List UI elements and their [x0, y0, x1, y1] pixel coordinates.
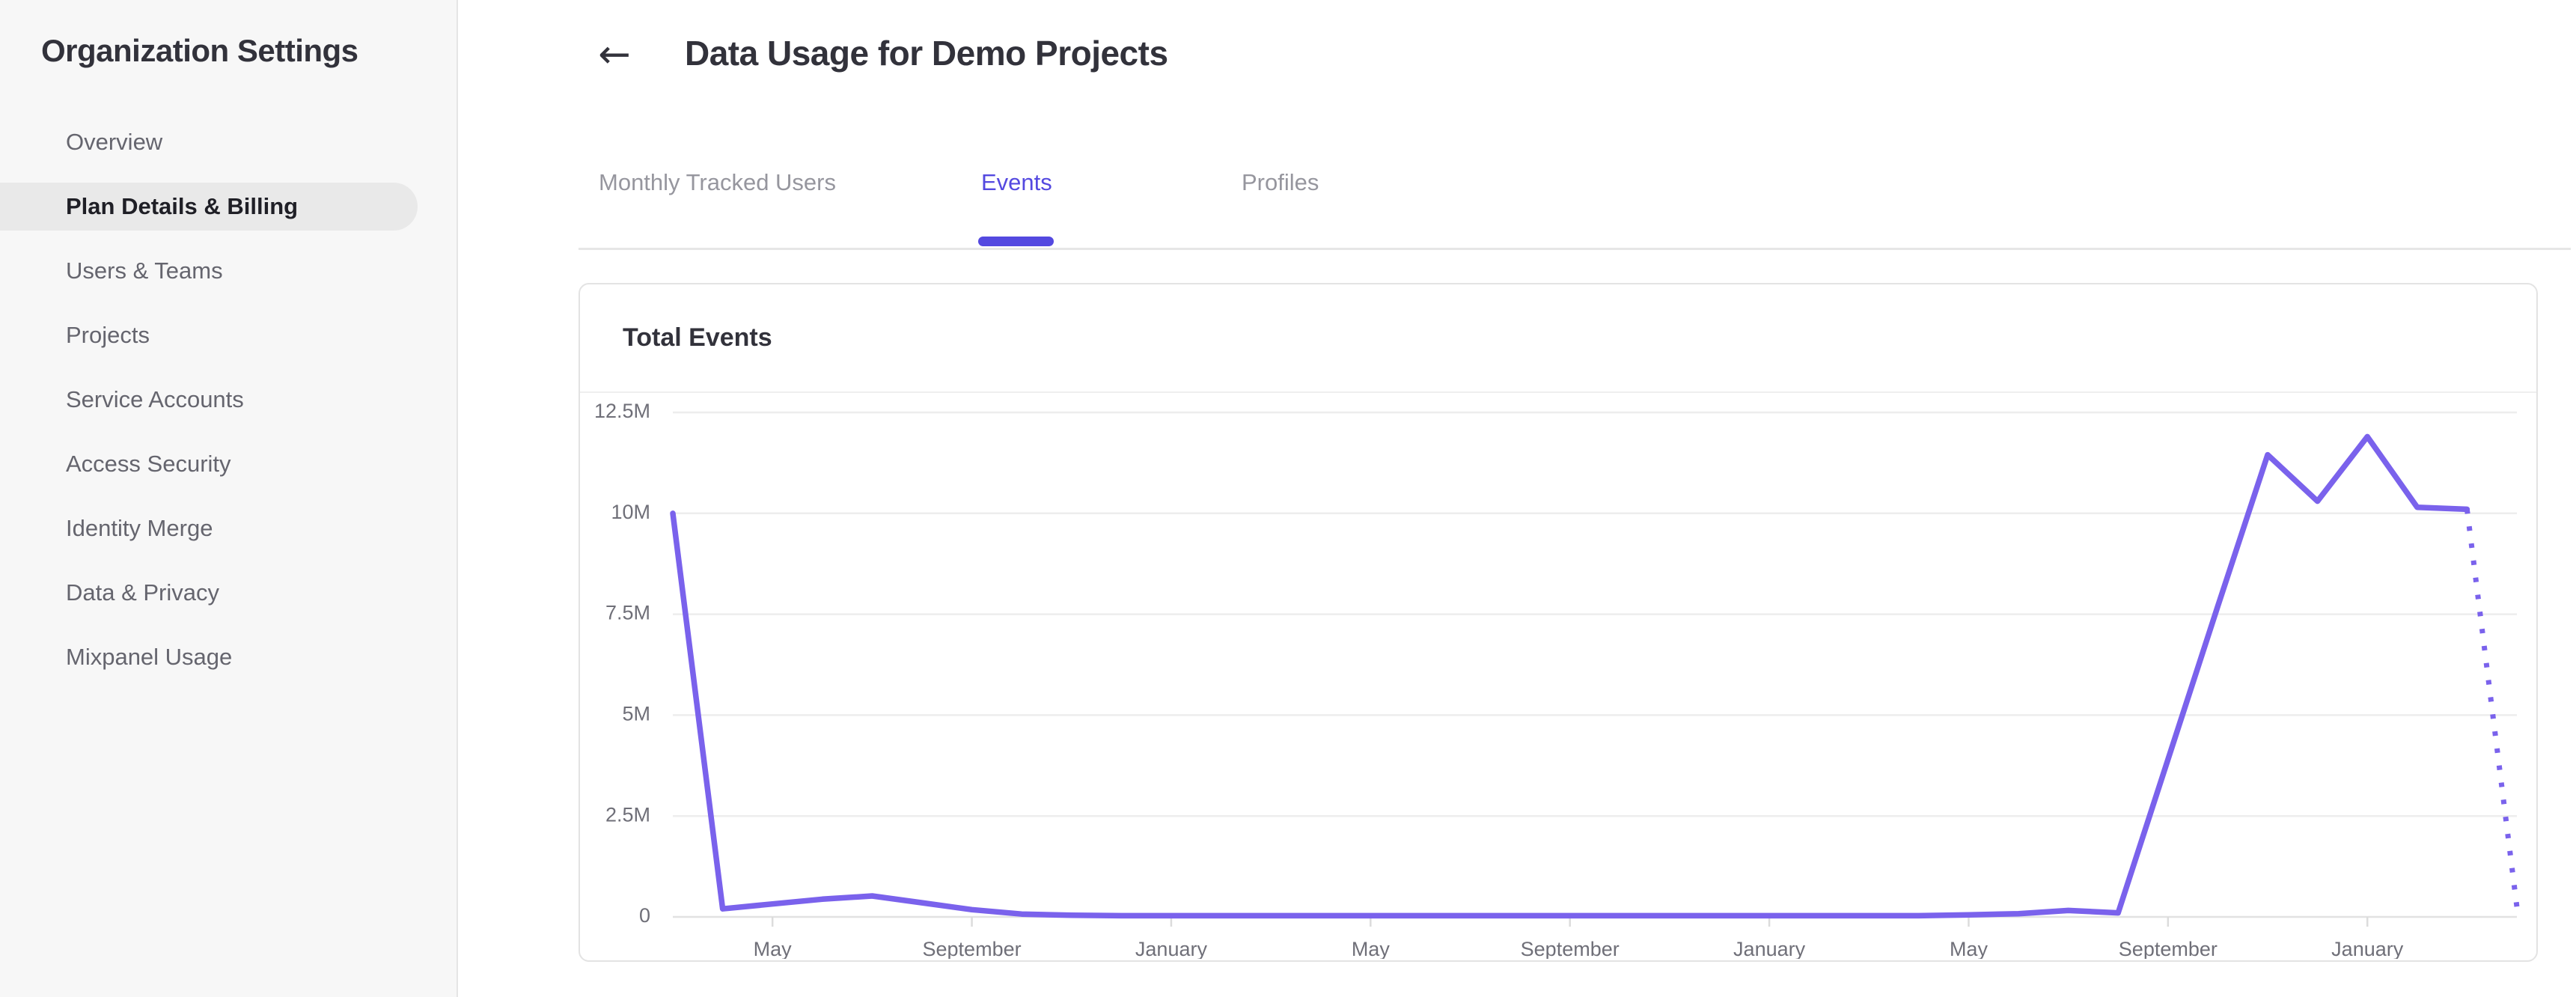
- sidebar-item-projects[interactable]: Projects: [66, 322, 150, 348]
- back-button[interactable]: ←: [588, 28, 641, 81]
- x-axis-label: May: [1950, 938, 1989, 959]
- sidebar: Organization Settings Overview Plan Detai…: [0, 0, 458, 997]
- y-axis-label: 2.5M: [605, 803, 650, 826]
- series-total-events: [670, 433, 2470, 919]
- tabs-separator: [579, 248, 2571, 250]
- back-arrow-icon: ←: [598, 32, 631, 77]
- sidebar-title: Organization Settings: [41, 33, 358, 68]
- y-axis-label: 7.5M: [605, 602, 650, 624]
- events-chart-svg: 12.5M 10M 7.5M 5M 2.5M 0 May September January Ma…: [594, 400, 2520, 959]
- tab-events[interactable]: Events: [981, 169, 1052, 195]
- x-axis-label: January: [2331, 938, 2404, 959]
- card-title: Total Events: [623, 323, 772, 352]
- sidebar-nav: Overview Plan Details & Billing Users & Te…: [0, 118, 458, 698]
- sidebar-item-users-teams[interactable]: Users & Teams: [66, 257, 223, 284]
- sidebar-item-service-accounts[interactable]: Service Accounts: [66, 386, 244, 412]
- series-projection: [2464, 508, 2520, 907]
- total-events-card: Total Events 12.5M 10M 7.5M 5M 2.5M 0 May Septe…: [579, 283, 2538, 962]
- tab-monthly-tracked-users[interactable]: Monthly Tracked Users: [599, 169, 836, 195]
- x-axis-label: January: [1135, 938, 1208, 959]
- sidebar-item-access-security[interactable]: Access Security: [66, 451, 231, 477]
- active-tab-indicator: [978, 237, 1054, 246]
- x-axis-label: May: [754, 938, 793, 959]
- y-axis-label: 10M: [611, 501, 650, 523]
- x-axis-label: May: [1352, 938, 1391, 959]
- x-axis-label: September: [1521, 938, 1620, 959]
- y-axis-label: 12.5M: [594, 400, 650, 422]
- card-header: Total Events: [580, 284, 2536, 393]
- sidebar-item-data-privacy[interactable]: Data & Privacy: [66, 579, 220, 606]
- chart-body: 12.5M 10M 7.5M 5M 2.5M 0 May September January Ma…: [580, 393, 2533, 959]
- tab-profiles[interactable]: Profiles: [1242, 169, 1319, 195]
- page-title: Data Usage for Demo Projects: [685, 34, 1168, 73]
- tab-bar: Monthly Tracked Users Events Profiles: [0, 169, 2576, 202]
- sidebar-item-overview[interactable]: Overview: [66, 129, 163, 155]
- sidebar-item-plan-details-billing[interactable]: Plan Details & Billing: [0, 183, 418, 231]
- x-axis-label: September: [2119, 938, 2218, 959]
- x-axis-label: September: [923, 938, 1022, 959]
- x-axis-label: January: [1733, 938, 1806, 959]
- sidebar-item-identity-merge[interactable]: Identity Merge: [66, 515, 213, 541]
- y-axis-label: 0: [639, 904, 650, 927]
- y-axis-label: 5M: [622, 703, 650, 725]
- sidebar-item-mixpanel-usage[interactable]: Mixpanel Usage: [66, 644, 233, 670]
